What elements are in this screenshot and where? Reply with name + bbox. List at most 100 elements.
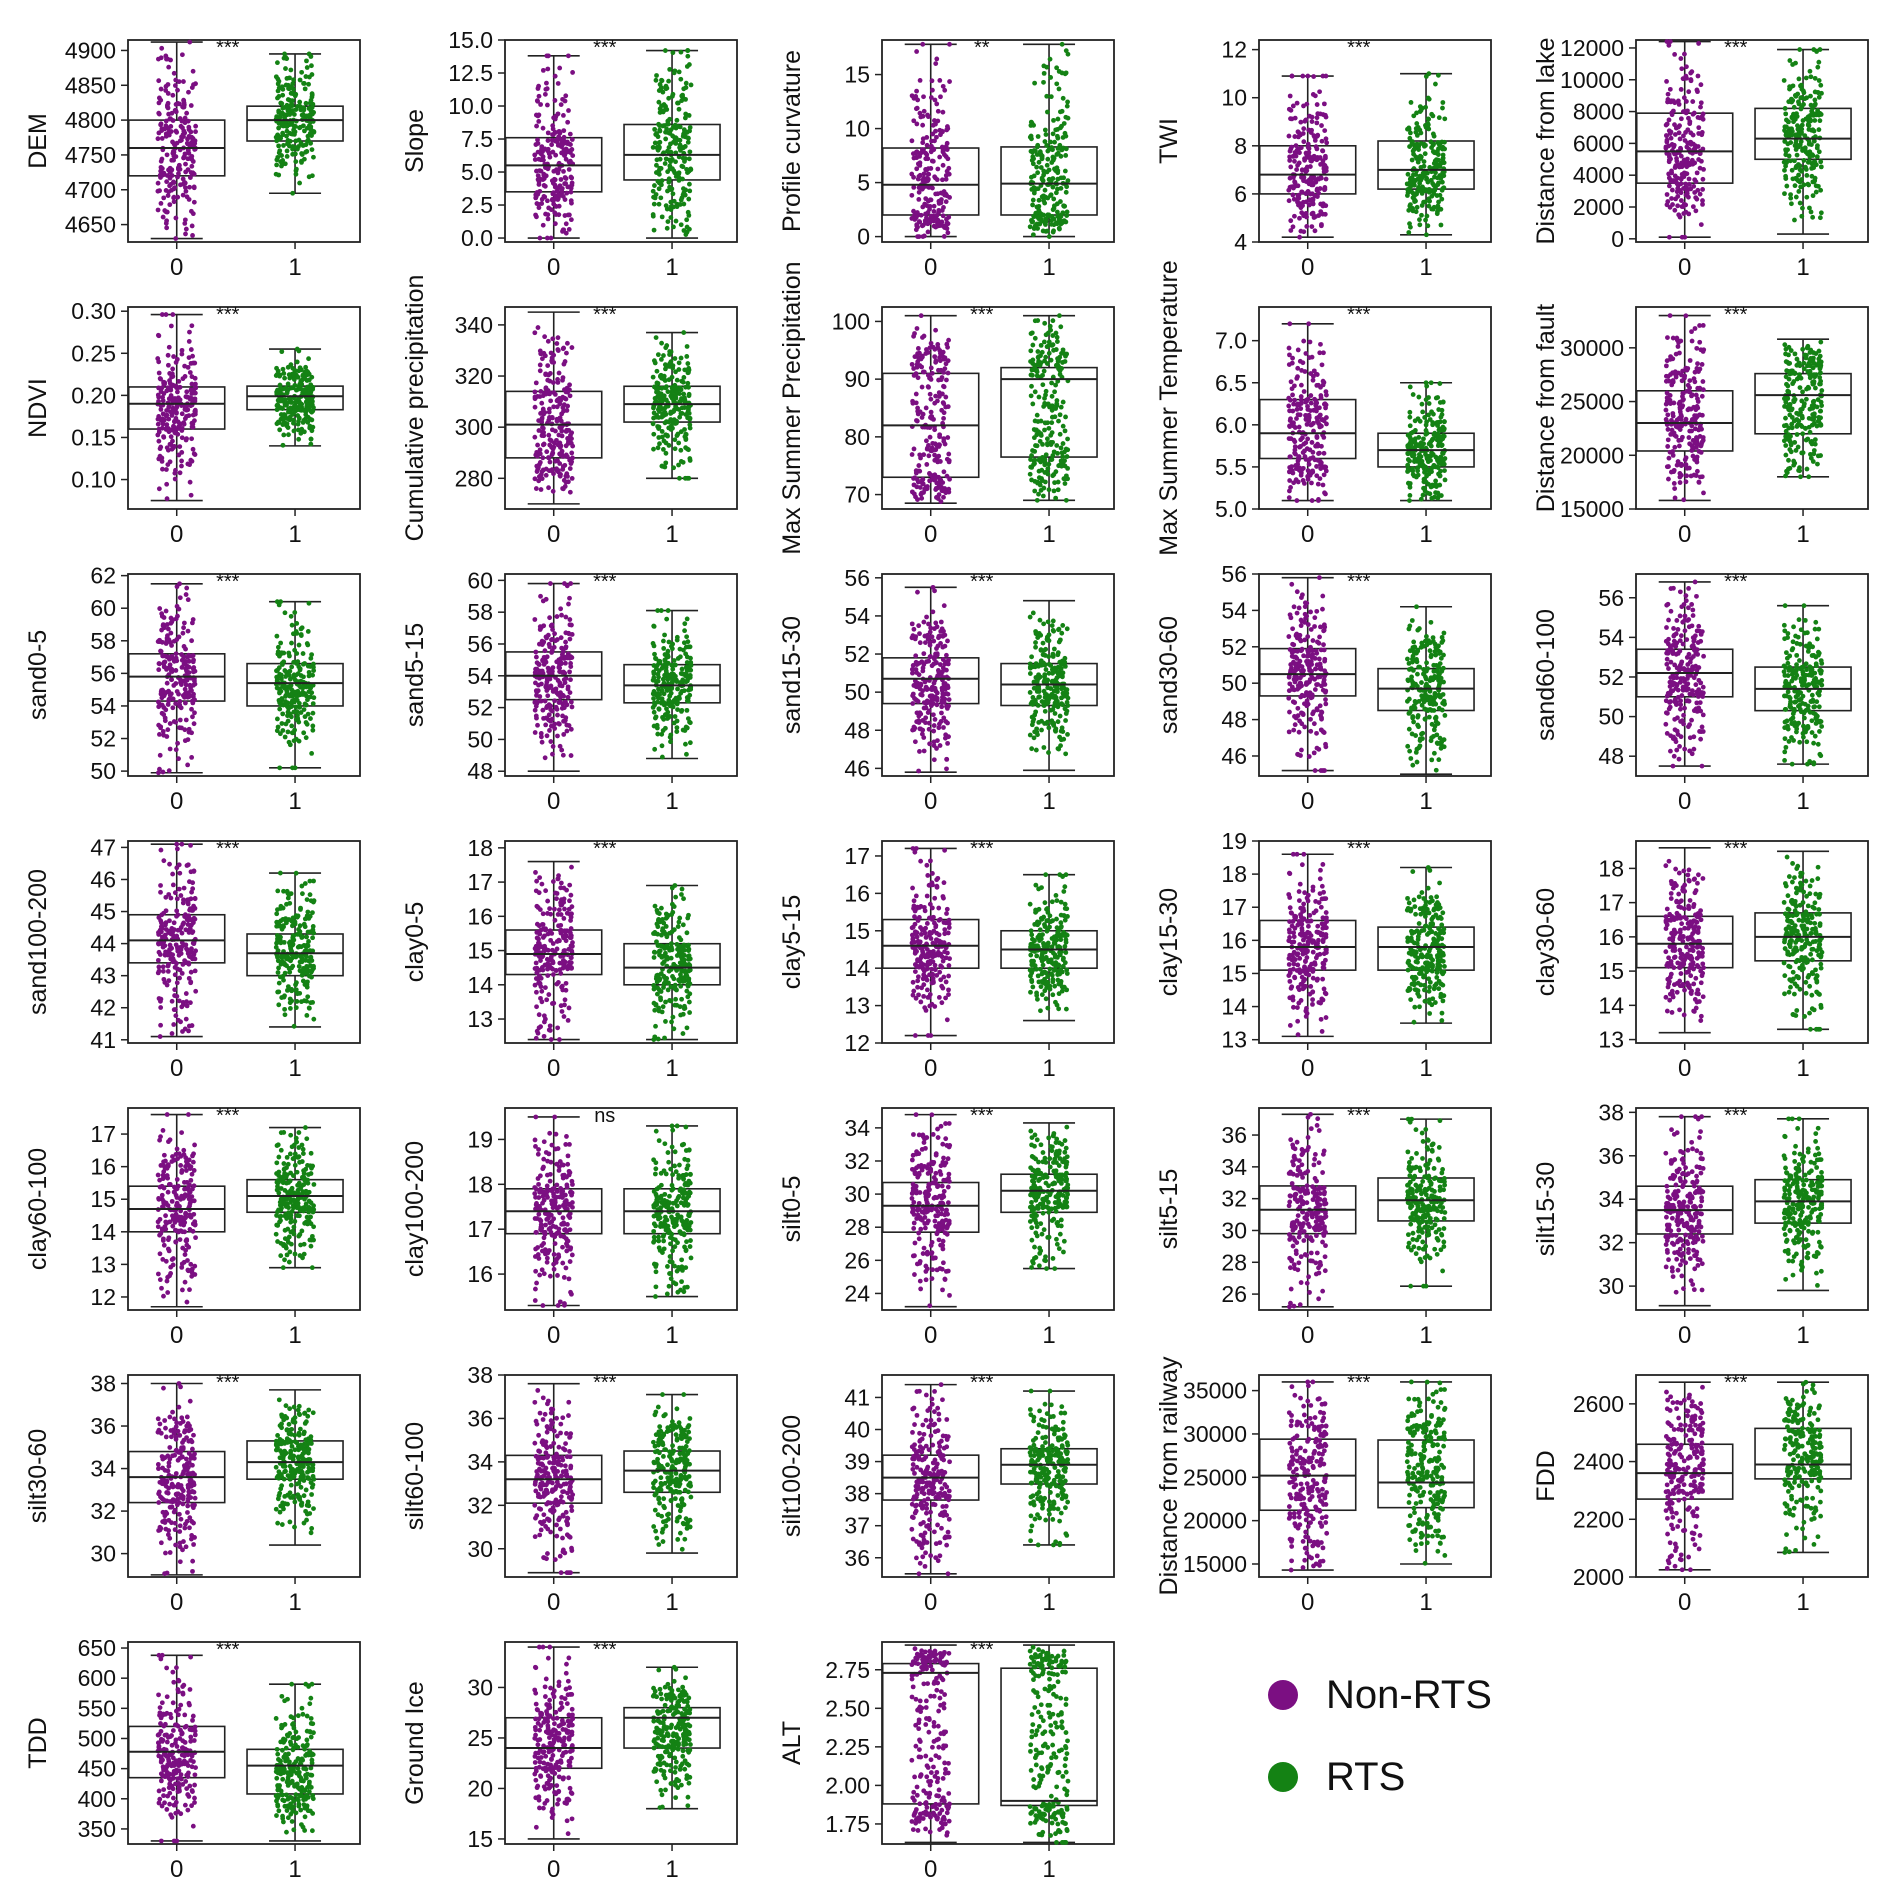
data-point	[1810, 442, 1815, 447]
data-point	[1818, 453, 1823, 458]
data-point	[570, 70, 575, 75]
data-point	[1321, 382, 1326, 387]
data-point	[536, 141, 541, 146]
data-point	[1310, 440, 1315, 445]
data-point	[274, 163, 279, 168]
data-point	[301, 418, 306, 423]
data-point	[1799, 139, 1804, 144]
data-point	[1324, 74, 1329, 79]
data-point	[1062, 121, 1067, 126]
data-point	[912, 491, 917, 496]
data-point	[1434, 396, 1439, 401]
data-point	[551, 380, 556, 385]
data-point	[532, 330, 537, 335]
data-point	[1035, 443, 1040, 448]
significance-label: **	[974, 37, 990, 59]
x-tick-label: 0	[1678, 521, 1691, 548]
data-point	[1286, 403, 1291, 408]
data-point	[1681, 497, 1686, 502]
data-point	[1810, 423, 1815, 428]
data-point	[1426, 71, 1431, 76]
data-point	[274, 366, 279, 371]
data-point	[555, 377, 560, 382]
data-point	[1287, 408, 1292, 413]
data-point	[565, 120, 570, 125]
data-point	[191, 140, 196, 145]
data-point	[681, 330, 686, 335]
data-point	[557, 425, 562, 430]
data-point	[177, 79, 182, 84]
data-point	[914, 215, 919, 220]
data-point	[278, 373, 283, 378]
box-group-1	[247, 52, 343, 196]
data-point	[666, 219, 671, 224]
data-point	[938, 459, 943, 464]
data-point	[1786, 352, 1791, 357]
data-point	[671, 465, 676, 470]
data-point	[1438, 419, 1443, 424]
data-point	[172, 444, 177, 449]
data-point	[1438, 141, 1443, 146]
data-point	[1669, 136, 1674, 141]
data-point	[936, 496, 941, 501]
data-point	[1322, 490, 1327, 495]
data-point	[545, 86, 550, 91]
data-point	[1049, 358, 1054, 363]
data-point	[1408, 131, 1413, 136]
data-point	[1788, 466, 1793, 471]
data-point	[187, 40, 192, 45]
data-point	[1061, 424, 1066, 429]
data-point	[539, 401, 544, 406]
data-point	[1682, 235, 1687, 240]
data-point	[1050, 394, 1055, 399]
data-point	[1429, 469, 1434, 474]
data-point	[1440, 106, 1445, 111]
data-point	[1298, 437, 1303, 442]
panel-cumulative-precipitation: 2803003203400 1Cumulative precipitation **…	[401, 275, 737, 548]
data-point	[677, 176, 682, 181]
data-point	[1299, 394, 1304, 399]
data-point	[920, 477, 925, 482]
data-point	[1049, 457, 1054, 462]
data-point	[537, 182, 542, 187]
data-point	[686, 197, 691, 202]
data-point	[280, 131, 285, 136]
box-group-0	[129, 581, 225, 775]
y-tick-label: 0.20	[71, 382, 116, 408]
box-group-0	[506, 312, 602, 504]
data-point	[187, 185, 192, 190]
data-point	[663, 460, 668, 465]
data-point	[1050, 185, 1055, 190]
data-point	[1288, 94, 1293, 99]
data-point	[676, 432, 681, 437]
data-point	[1435, 175, 1440, 180]
data-point	[557, 371, 562, 376]
data-point	[651, 189, 656, 194]
data-point	[1414, 126, 1419, 131]
data-point	[1305, 404, 1310, 409]
data-point	[947, 172, 952, 177]
data-point	[657, 441, 662, 446]
data-point	[1297, 160, 1302, 165]
data-point	[946, 166, 951, 171]
data-point	[929, 341, 934, 346]
data-point	[1287, 362, 1292, 367]
data-point	[667, 164, 672, 169]
data-point	[666, 426, 671, 431]
data-point	[175, 432, 180, 437]
data-point	[550, 427, 555, 432]
y-tick-label: 6.0	[1215, 412, 1247, 438]
data-point	[1031, 214, 1036, 219]
data-point	[1319, 222, 1324, 227]
data-point	[291, 385, 296, 390]
data-point	[1405, 451, 1410, 456]
data-point	[1697, 412, 1702, 417]
data-point	[1665, 335, 1670, 340]
data-point	[1668, 157, 1673, 162]
data-point	[1407, 498, 1412, 503]
data-point	[933, 122, 938, 127]
data-point	[307, 174, 312, 179]
data-point	[1318, 186, 1323, 191]
data-point	[545, 378, 550, 383]
data-point	[279, 349, 284, 354]
